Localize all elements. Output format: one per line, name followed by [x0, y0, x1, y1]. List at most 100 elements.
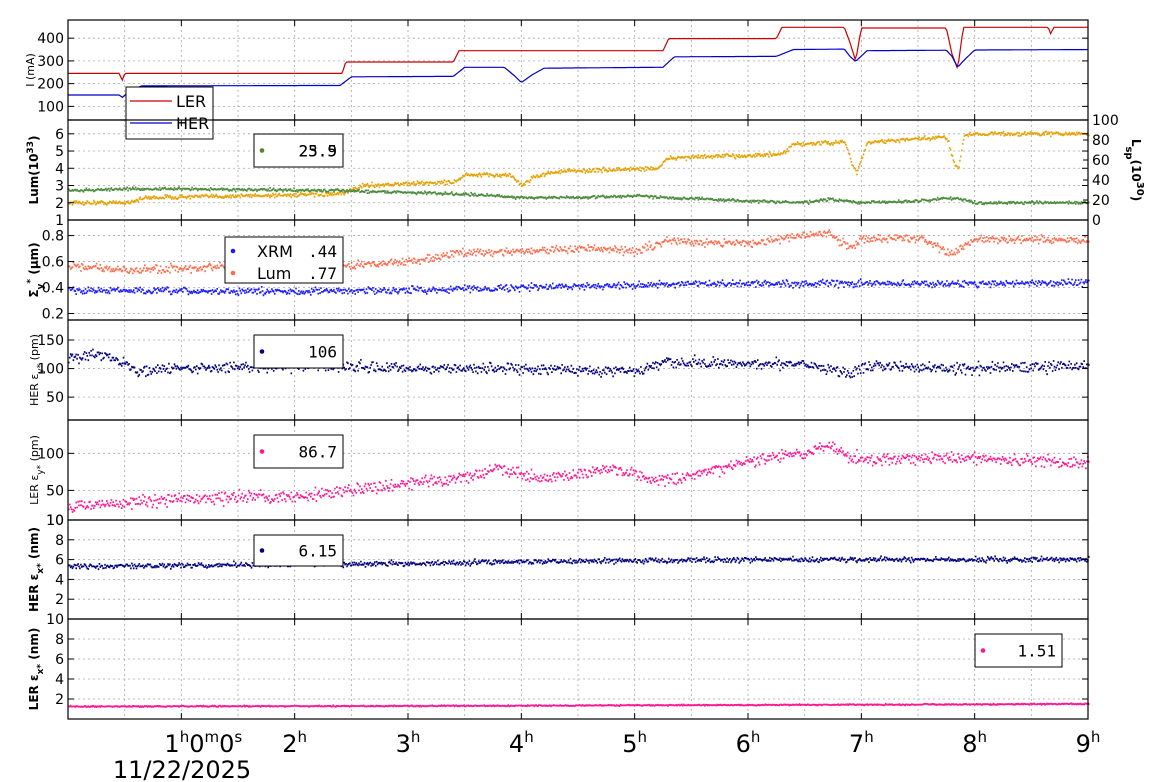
- ytick-label-sigma: 0.2: [42, 307, 64, 323]
- ytick-label-ler_eps_y: 100: [37, 446, 64, 462]
- series-points-ler_eps_x-0: [68, 702, 1090, 708]
- ytick-label-luminosity: 2: [55, 196, 64, 212]
- series-sigma-XRM: [68, 278, 1090, 297]
- series-her_eps_x-0: [68, 555, 1090, 571]
- series-points-sigma-0: [68, 278, 1090, 297]
- ytick-label-ler_eps_x: 8: [55, 632, 64, 648]
- ytick-right-label: 60: [1092, 153, 1110, 169]
- ytick-label-ler_eps_y: 50: [46, 483, 64, 499]
- ytick-label-her_eps_y: 50: [46, 390, 64, 406]
- legend-label: HER: [176, 114, 209, 133]
- ytick-label-ler_eps_x: 2: [55, 692, 64, 708]
- ytick-label-her_eps_y: 100: [37, 362, 64, 378]
- grid-ler_eps_x: [68, 619, 1088, 719]
- xtick-label: 1h0m0s: [164, 728, 242, 758]
- series-line-HER: [68, 48, 1089, 99]
- ytick-label-her_eps_x: 2: [55, 592, 64, 608]
- ylabel-right-luminosity: Lsp(1030): [1124, 139, 1146, 201]
- legend-current: LER HER: [125, 86, 214, 140]
- ytick-label-current: 300: [37, 54, 64, 70]
- legend-her_eps_x: 6.15: [253, 534, 344, 567]
- ytick-label-sigma: 0.6: [42, 255, 64, 271]
- ytick-label-luminosity: 5: [55, 144, 64, 160]
- series-luminosity-1: [68, 186, 1090, 206]
- xtick-label: 6h: [736, 728, 761, 758]
- legend-value: 23.5: [298, 142, 337, 161]
- legend-ler_eps_y: 86.7: [253, 434, 344, 469]
- legend-value: .77: [308, 264, 337, 283]
- legend-value: 1.51: [1017, 642, 1056, 661]
- series-ler_eps_x-0: [68, 702, 1090, 708]
- legend-label: Lum: [257, 264, 291, 283]
- grid-her_eps_x: [68, 520, 1088, 619]
- legend-sigma: XRM .44 Lum .77: [224, 236, 344, 284]
- ytick-label-her_eps_x: 6: [55, 553, 64, 569]
- legend-label: LER: [176, 92, 206, 111]
- grid-current: [68, 20, 1088, 120]
- legend-marker: [259, 148, 265, 153]
- ytick-right-label: 100: [1092, 113, 1119, 129]
- series-sigma-Lum: [68, 229, 1090, 275]
- frame-ler_eps_x: [67, 618, 1089, 720]
- legend-marker: [259, 349, 265, 354]
- legend-label: XRM: [257, 242, 293, 261]
- series-points-sigma-1: [68, 229, 1090, 275]
- xtick-label: 5h: [622, 728, 647, 758]
- xtick-label: 4h: [509, 728, 534, 758]
- ytick-right-label: 40: [1092, 173, 1110, 189]
- ytick-right-label: 80: [1092, 133, 1110, 149]
- series-points-luminosity-1: [68, 186, 1090, 206]
- grid-sigma: [68, 220, 1088, 320]
- series-her_eps_y-0: [68, 348, 1090, 379]
- ylabel-ler_eps_x: LER εx* (nm): [27, 628, 46, 711]
- legend-marker: [259, 449, 265, 454]
- legend-luminosity: 25.923.5: [253, 133, 344, 168]
- frame-her_eps_x: [67, 519, 1089, 620]
- ytick-label-luminosity: 4: [55, 161, 64, 177]
- ytick-label-her_eps_x: 8: [55, 533, 64, 549]
- ytick-right-label: 20: [1092, 193, 1110, 209]
- ytick-label-current: 100: [37, 99, 64, 115]
- legend-value: 25.9: [298, 142, 337, 161]
- xtick-label: 3h: [396, 728, 421, 758]
- ytick-label-her_eps_y: 150: [37, 333, 64, 349]
- ytick-label-her_eps_x: 4: [55, 572, 64, 588]
- panel-sigma: 0.2 0.4 0.6 0.8Σy* (μm) XRM .44 Lum .77: [26, 219, 1090, 323]
- series-points-ler_eps_y-0: [68, 441, 1090, 513]
- ylabel-luminosity: Lum(1033): [26, 136, 41, 205]
- ylabel-sigma: Σy* (μm): [26, 242, 46, 297]
- ytick-label-luminosity: 1: [55, 213, 64, 229]
- ylabel-her_eps_x: HER εx* (nm): [27, 527, 46, 612]
- date-label: 11/22/2025: [113, 756, 251, 782]
- series-points-her_eps_y-0: [68, 348, 1090, 379]
- legend-ler_eps_x: 1.51: [974, 633, 1063, 668]
- ytick-right-label: 0: [1092, 213, 1101, 229]
- legend-marker: [259, 548, 265, 553]
- legend-her_eps_y: 106: [253, 334, 344, 369]
- series-points-her_eps_x-0: [68, 555, 1090, 571]
- ylabel-current: I (mA): [24, 53, 37, 87]
- ytick-label-ler_eps_x: 6: [55, 652, 64, 668]
- legend-marker: [980, 648, 986, 653]
- ytick-label-her_eps_x: 10: [46, 513, 64, 529]
- ytick-label-current: 400: [37, 31, 64, 47]
- x-axis: 1h0m0s 2h 3h 4h 5h 6h 7h 8h 9h 11/22/2025: [113, 728, 1101, 782]
- series-current-HER: [68, 48, 1089, 99]
- grid-ler_eps_y: [68, 420, 1088, 520]
- xtick-label: 8h: [962, 728, 987, 758]
- ylabel-ler_eps_y: LER εy* (pm): [28, 435, 46, 505]
- ytick-label-sigma: 0.4: [42, 281, 64, 297]
- ytick-label-luminosity: 6: [55, 127, 64, 143]
- series-line-LER: [68, 26, 1088, 82]
- series-current-LER: [68, 26, 1088, 82]
- legend-value: 6.15: [298, 542, 337, 561]
- ytick-label-current: 200: [37, 77, 64, 93]
- series-ler_eps_y-0: [68, 441, 1090, 513]
- legend-marker: [230, 270, 236, 276]
- legend-value: 86.7: [298, 443, 337, 462]
- ytick-label-ler_eps_y: 10: [46, 513, 64, 529]
- ytick-label-ler_eps_x: 10: [46, 612, 64, 628]
